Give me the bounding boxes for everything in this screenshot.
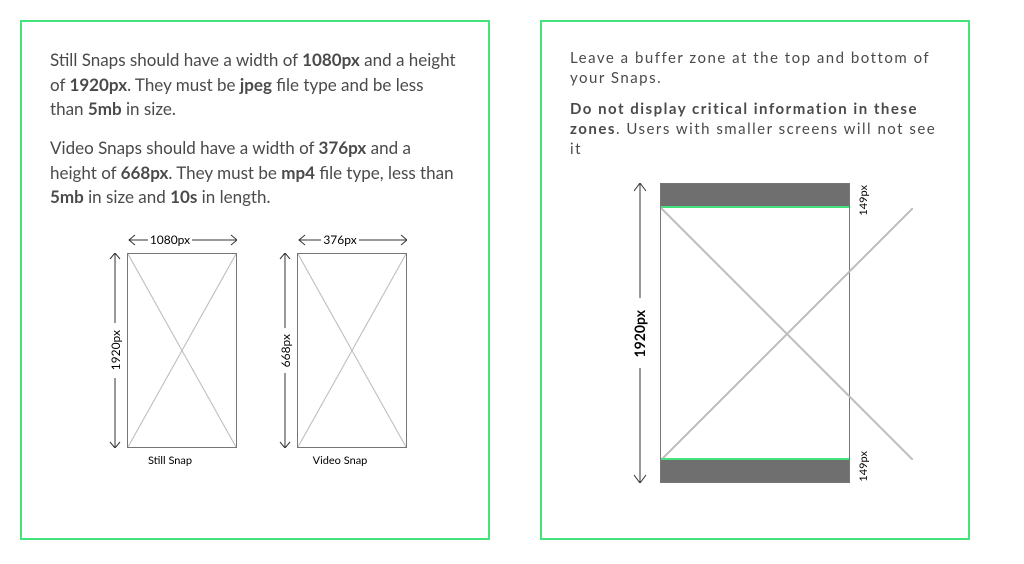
video-size: 5mb <box>50 186 84 207</box>
video-caption: Video Snap <box>313 454 368 467</box>
width-dimension: 376px <box>273 230 407 250</box>
text: Still Snaps should have a width of <box>50 49 302 70</box>
video-length: 10s <box>170 186 197 207</box>
height-label: 1920px <box>631 308 648 359</box>
still-filetype: jpeg <box>240 74 272 95</box>
bottom-buffer-zone <box>661 460 849 482</box>
still-size: 5mb <box>88 98 122 119</box>
text: . They must be <box>168 162 281 183</box>
text: in size. <box>122 98 176 119</box>
top-buffer-zone <box>661 184 849 206</box>
video-height-value: 668px <box>121 162 169 183</box>
spec-panel-dimensions: Still Snaps should have a width of 1080p… <box>20 20 490 540</box>
still-snap-box <box>127 253 237 448</box>
width-dimension: 1080px <box>103 230 237 250</box>
still-snap-spec-text: Still Snaps should have a width of 1080p… <box>50 48 460 122</box>
width-label: 1080px <box>148 232 192 247</box>
top-buffer-label: 149px <box>857 185 870 216</box>
height-dimension: 1920px <box>103 253 127 448</box>
text: file type, less than <box>315 162 454 183</box>
still-height-value: 1920px <box>69 74 127 95</box>
video-snap-spec-text: Video Snaps should have a width of 376px… <box>50 136 460 210</box>
video-snap-diagram: 376px 668px Video Snap <box>273 230 407 467</box>
buffer-diagram: 1920px 149px 149px <box>570 183 940 483</box>
video-filetype: mp4 <box>281 162 315 183</box>
text: . They must be <box>127 74 240 95</box>
height-dimension: 1920px <box>622 183 658 483</box>
height-dimension: 668px <box>273 253 297 448</box>
text: Video Snaps should have a width of <box>50 137 319 158</box>
text: in size and <box>84 186 170 207</box>
height-label: 1920px <box>108 330 123 370</box>
video-width-value: 376px <box>319 137 367 158</box>
buffer-intro-text: Leave a buffer zone at the top and botto… <box>570 48 940 89</box>
bottom-buffer-label: 149px <box>857 451 870 482</box>
text: in length. <box>197 186 270 207</box>
still-width-value: 1080px <box>302 49 360 70</box>
width-label: 376px <box>321 232 358 247</box>
buffer-box <box>660 183 850 483</box>
warning-rest: . Users with smaller screens will not se… <box>570 120 936 158</box>
dimension-diagrams: 1080px 1920px Still Snap <box>50 230 460 467</box>
still-caption: Still Snap <box>148 454 192 467</box>
spec-panel-buffer: Leave a buffer zone at the top and botto… <box>540 20 970 540</box>
still-snap-diagram: 1080px 1920px Still Snap <box>103 230 237 467</box>
video-snap-box <box>297 253 407 448</box>
height-label: 668px <box>278 334 293 367</box>
buffer-warning-text: Do not display critical information in t… <box>570 99 940 160</box>
